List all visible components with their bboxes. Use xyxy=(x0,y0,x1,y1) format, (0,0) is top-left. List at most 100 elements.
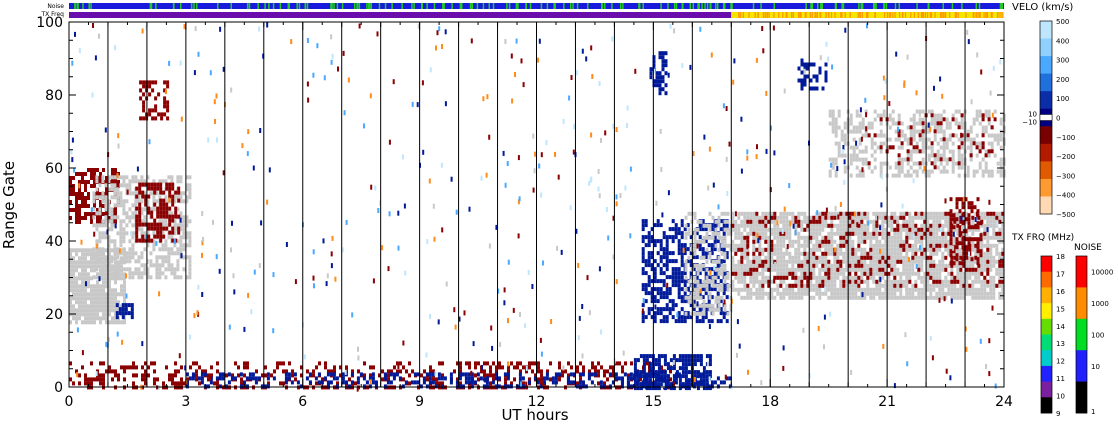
scatter-cell xyxy=(806,251,810,256)
scatter-cell xyxy=(986,215,990,220)
scatter-cell xyxy=(908,227,912,232)
scatter-cell xyxy=(696,374,700,379)
scatter-cell xyxy=(684,263,688,268)
scatter-cell xyxy=(680,279,684,284)
noise-strip-speckle xyxy=(368,3,371,9)
scatter-cell xyxy=(105,272,108,277)
scatter-cell xyxy=(210,365,213,370)
scatter-cell xyxy=(965,291,969,296)
scatter-cell xyxy=(870,121,874,126)
scatter-cell xyxy=(803,247,807,252)
scatter-cell xyxy=(719,227,723,232)
scatter-cell xyxy=(81,204,84,208)
scatter-cell xyxy=(90,300,93,305)
scatter-cell xyxy=(118,311,122,316)
scatter-cell xyxy=(788,259,792,264)
scatter-cell xyxy=(848,279,852,284)
scatter-cell xyxy=(416,372,420,377)
scatter-cell xyxy=(677,295,681,300)
scatter-cell xyxy=(383,384,387,389)
scatter-cell xyxy=(701,247,705,252)
scatter-cell xyxy=(752,211,756,216)
scatter-cell xyxy=(722,380,726,385)
scatter-cell xyxy=(163,88,167,93)
scatter-cell xyxy=(456,377,459,382)
scatter-cell xyxy=(120,268,123,273)
scatter-cell xyxy=(950,255,954,260)
scatter-cell xyxy=(992,219,996,224)
scatter-cell xyxy=(428,380,432,385)
scatter-cell xyxy=(953,263,957,268)
scatter-cell xyxy=(731,279,735,284)
scatter-cell xyxy=(656,223,660,228)
scatter-cell xyxy=(842,211,846,216)
scatter-cell xyxy=(917,231,921,236)
scatter-cell xyxy=(164,239,168,244)
scatter-cell xyxy=(146,175,150,180)
scatter-cell xyxy=(78,284,81,289)
scatter-cell xyxy=(93,292,96,297)
scatter-cell xyxy=(872,227,876,232)
scatter-cell xyxy=(938,275,942,280)
scatter-cell xyxy=(899,271,903,276)
scatter-cell xyxy=(887,259,891,264)
scatter-cell xyxy=(935,227,939,232)
scatter-cell xyxy=(594,369,597,374)
scatter-cell xyxy=(779,267,783,272)
scatter-cell xyxy=(797,275,801,280)
scatter-cell xyxy=(755,215,759,220)
scatter-cell xyxy=(171,198,175,203)
scatter-cell xyxy=(162,190,166,195)
scatter-cell xyxy=(914,243,918,248)
scatter-cell xyxy=(726,243,730,248)
scatter-cell xyxy=(699,358,703,363)
scatter-cell xyxy=(869,219,873,224)
scatter-cell xyxy=(851,243,855,248)
scatter-cell xyxy=(746,251,750,256)
scatter-cell xyxy=(123,280,126,285)
scatter-cell xyxy=(117,308,120,313)
scatter-cell xyxy=(176,259,180,264)
scatter-cell xyxy=(923,215,927,220)
scatter-cell xyxy=(641,267,645,272)
scatter-cell xyxy=(626,380,630,385)
scatter-cell xyxy=(664,71,668,76)
scatter-cell xyxy=(116,267,120,272)
scatter-cell xyxy=(944,255,948,260)
scatter-cell xyxy=(654,382,658,387)
scatter-cell xyxy=(84,304,87,309)
scatter-cell xyxy=(114,168,117,172)
scatter-cell xyxy=(354,381,357,386)
scatter-cell xyxy=(827,243,831,248)
scatter-cell xyxy=(113,203,117,208)
scatter-cell xyxy=(974,247,978,252)
top-strips: Noise TX Freq xyxy=(40,3,1004,18)
scatter-cell xyxy=(833,211,837,216)
scatter-cell xyxy=(435,377,438,382)
scatter-cell xyxy=(680,223,684,228)
scatter-cell xyxy=(105,369,108,374)
scatter-cell xyxy=(782,239,786,244)
scatter-cell xyxy=(941,239,945,244)
scatter-cell xyxy=(785,223,789,228)
scatter-cell xyxy=(147,238,151,243)
scatter-cell xyxy=(683,319,687,324)
scatter-cell xyxy=(785,283,789,288)
scatter-cell xyxy=(284,380,288,385)
scatter-cell xyxy=(821,259,825,264)
scatter-cell xyxy=(998,227,1002,232)
scatter-cell xyxy=(884,239,888,244)
scatter-cell xyxy=(773,295,777,300)
scatter-cell xyxy=(164,275,168,280)
scatter-cell xyxy=(950,243,954,248)
scatter-cell xyxy=(90,308,93,313)
scatter-cell xyxy=(752,267,756,272)
scatter-cell xyxy=(137,271,141,276)
scatter-cell xyxy=(767,291,771,296)
scatter-cell xyxy=(834,117,838,122)
scatter-cell xyxy=(705,303,709,308)
scatter-cell xyxy=(648,382,652,387)
scatter-cell xyxy=(579,377,582,382)
scatter-cell xyxy=(537,369,540,374)
scatter-cell xyxy=(944,219,948,224)
